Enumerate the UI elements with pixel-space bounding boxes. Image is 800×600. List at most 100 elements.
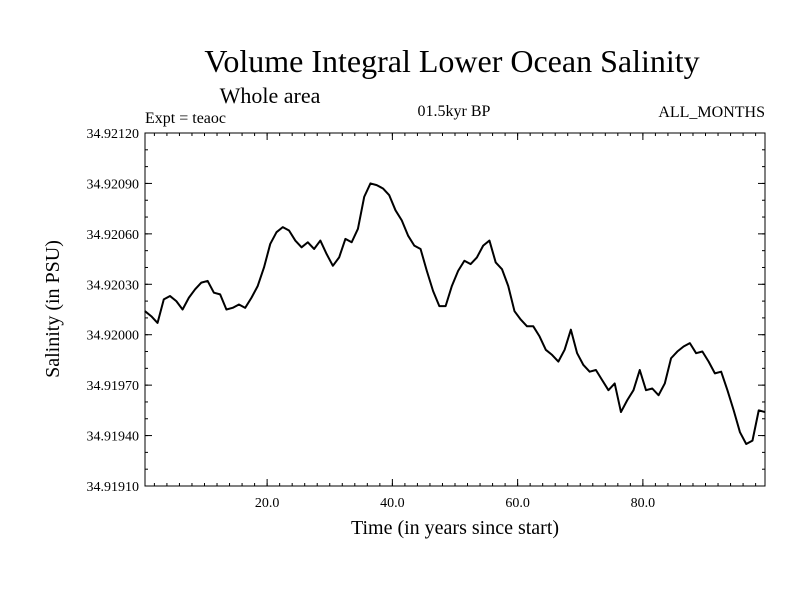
- data-point: [269, 243, 271, 245]
- x-tick-label: 80.0: [631, 496, 656, 511]
- data-point: [225, 308, 228, 311]
- data-point: [520, 318, 522, 321]
- data-point: [720, 371, 722, 373]
- data-point: [470, 263, 472, 265]
- data-point: [708, 361, 710, 363]
- data-point: [551, 354, 553, 356]
- data-point: [689, 342, 691, 344]
- data-point: [238, 303, 240, 306]
- data-point: [357, 228, 359, 230]
- y-tick-label: 34.92030: [87, 278, 140, 293]
- x-tick-label: 20.0: [255, 496, 280, 511]
- data-point: [219, 293, 221, 295]
- chart-subtitle: Whole area: [220, 83, 321, 108]
- data-point: [601, 379, 603, 381]
- y-tick-label: 34.92120: [87, 127, 140, 142]
- data-point: [557, 361, 559, 363]
- data-point: [457, 270, 459, 272]
- data-point: [426, 270, 428, 272]
- major-ticks: [145, 132, 765, 487]
- data-point: [632, 389, 635, 391]
- data-point: [438, 305, 440, 307]
- data-point: [676, 350, 678, 353]
- data-point: [726, 389, 729, 391]
- data-point: [576, 352, 578, 354]
- data-point: [488, 239, 491, 242]
- data-point: [614, 382, 616, 385]
- data-point: [175, 300, 177, 302]
- y-tick-label: 34.91970: [87, 379, 140, 394]
- data-point: [244, 307, 246, 309]
- data-point: [445, 305, 447, 307]
- data-point: [382, 187, 384, 190]
- data-point: [582, 364, 584, 366]
- data-point: [250, 297, 253, 299]
- data-point: [275, 231, 278, 233]
- data-point: [545, 349, 547, 351]
- data-point: [495, 261, 497, 264]
- data-point: [351, 241, 353, 243]
- data-point: [463, 260, 465, 262]
- x-axis-label: Time (in years since start): [351, 517, 559, 539]
- data-point: [181, 308, 184, 311]
- data-point: [701, 350, 703, 353]
- data-point: [532, 325, 534, 327]
- y-tick-label: 34.92000: [87, 329, 140, 344]
- data-point: [626, 399, 628, 401]
- salinity-series-line: [144, 182, 766, 445]
- y-tick-label: 34.92090: [87, 177, 140, 192]
- data-point: [163, 298, 165, 301]
- data-point: [595, 369, 597, 371]
- data-point: [363, 196, 365, 198]
- data-point: [639, 369, 641, 371]
- data-point: [482, 245, 484, 247]
- data-point: [294, 239, 296, 242]
- data-point: [188, 297, 190, 299]
- data-point: [344, 238, 346, 240]
- data-point: [300, 246, 303, 248]
- y-tick-label: 34.91910: [87, 480, 140, 495]
- data-point: [564, 349, 566, 351]
- data-point: [714, 372, 716, 374]
- data-point: [682, 345, 685, 348]
- data-point: [526, 325, 528, 327]
- data-point: [419, 248, 422, 250]
- data-point: [376, 184, 378, 186]
- data-point: [651, 387, 653, 390]
- data-point: [695, 352, 697, 354]
- data-point: [388, 194, 390, 196]
- data-point: [169, 295, 171, 297]
- y-tick-label: 34.91940: [87, 430, 140, 445]
- data-point: [645, 389, 647, 391]
- data-point: [513, 310, 516, 312]
- period-label: 01.5kyr BP: [418, 103, 491, 120]
- data-point: [213, 292, 215, 294]
- data-point: [670, 357, 672, 359]
- data-point: [538, 335, 541, 337]
- data-point: [607, 389, 610, 391]
- data-point: [501, 268, 503, 270]
- data-point: [733, 409, 735, 411]
- x-tick-label: 60.0: [505, 496, 530, 511]
- series-points: [144, 182, 766, 445]
- data-point: [476, 256, 478, 258]
- data-point: [657, 394, 660, 396]
- data-point: [432, 290, 434, 292]
- data-point: [570, 329, 572, 331]
- data-point: [332, 265, 334, 267]
- months-label: ALL_MONTHS: [658, 104, 765, 121]
- data-point: [194, 288, 196, 290]
- data-point: [407, 234, 409, 237]
- data-point: [156, 322, 159, 324]
- y-axis-label: Salinity (in PSU): [42, 240, 64, 378]
- data-point: [739, 431, 741, 433]
- data-point: [745, 443, 747, 445]
- y-tick-labels: 34.91910 34.91940 34.91970 34.92000 34.92030…: [87, 127, 140, 495]
- data-point: [282, 226, 284, 228]
- y-tick-label: 34.92060: [87, 228, 140, 243]
- data-point: [758, 409, 760, 411]
- data-point: [144, 310, 146, 312]
- data-point: [207, 280, 209, 282]
- data-point: [413, 245, 415, 247]
